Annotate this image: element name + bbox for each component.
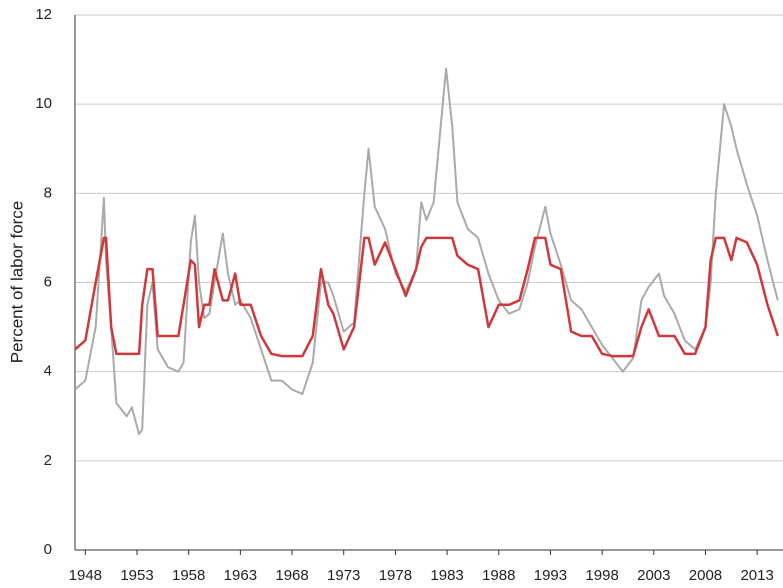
y-tick-label: 4 [44,363,52,380]
y-tick-label: 6 [44,273,52,290]
y-tick-label: 2 [44,452,52,469]
x-tick-label: 1978 [379,567,412,584]
x-tick-label: 2003 [637,567,670,584]
data-line [74,67,779,436]
y-axis-label: Percent of labor force [7,201,26,364]
x-tick-label: 1998 [585,567,618,584]
data-line [74,236,780,358]
x-tick-label: 1963 [224,567,257,584]
y-tick-label: 0 [44,541,52,558]
x-tick-label: 2013 [740,567,773,584]
y-tick-label: 8 [44,184,52,201]
x-tick-label: 1968 [275,567,308,584]
x-tick-label: 1973 [327,567,360,584]
x-tick-label: 1948 [69,567,102,584]
x-tick-label: 2008 [689,567,722,584]
x-tick-label: 1983 [430,567,463,584]
x-tick-label: 1988 [482,567,515,584]
y-tick-label: 10 [35,95,52,112]
x-tick-label: 1953 [120,567,153,584]
x-tick-label: 1993 [534,567,567,584]
x-tick-label: 1958 [172,567,205,584]
y-tick-label: 12 [35,6,52,23]
